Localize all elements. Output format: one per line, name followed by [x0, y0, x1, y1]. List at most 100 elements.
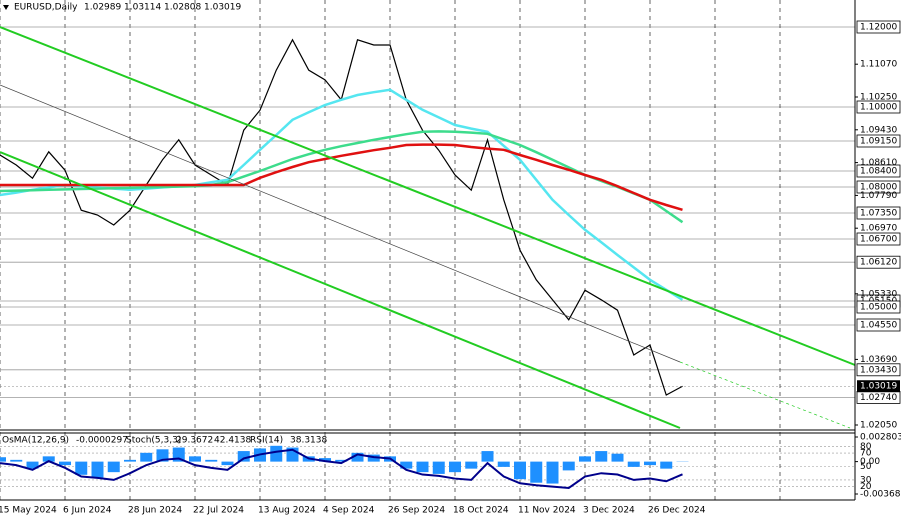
menu-arrow [3, 5, 9, 10]
chart-title: EURUSD,Daily [14, 3, 78, 13]
osma-bar [319, 458, 331, 462]
indicator-value: 29.3672 [176, 436, 213, 446]
x-tick-label: 28 Jun 2024 [128, 506, 182, 516]
level-label: 1.10000 [860, 103, 897, 113]
level-label-box [856, 20, 901, 34]
y-tick-label: 1.07790 [860, 191, 897, 201]
moving-average [0, 130, 684, 224]
level-label: 1.05000 [860, 303, 897, 313]
quote-close: 1.03019 [204, 3, 241, 13]
osma-bar [42, 456, 55, 462]
level-label-box [856, 134, 901, 148]
level-label-box [856, 300, 901, 314]
y-tick-label: 1.09430 [860, 125, 897, 135]
level-label: 1.03430 [860, 365, 897, 375]
osma-bar [562, 461, 575, 471]
osma-bar [75, 461, 88, 475]
osma-bar [400, 461, 413, 469]
level-label: 1.12000 [860, 23, 897, 33]
mid-line-projection [679, 361, 851, 429]
y2-tick-label: 0.00 [860, 457, 880, 467]
osma-bar [611, 453, 624, 462]
indicator-value: 42.4138 [214, 436, 251, 446]
y2-tick-label: -0.003688 [860, 490, 901, 500]
x-tick-label: 22 Jul 2024 [193, 506, 244, 516]
level-label: 1.04550 [860, 321, 897, 331]
osma-bar [449, 461, 461, 473]
osma-bar [627, 461, 640, 467]
series [0, 38, 855, 396]
y-tick-label: 1.02050 [860, 421, 897, 431]
y-tick-label: 1.06970 [860, 224, 897, 234]
osma-bar [26, 461, 39, 469]
grid [0, 0, 855, 500]
osma-bar [270, 445, 283, 462]
x-tick-label: 3 Dec 2024 [583, 506, 635, 516]
osma-bar [124, 459, 136, 462]
current-price-box [857, 380, 900, 393]
y-tick-label: 80 [860, 442, 872, 452]
osma-bar [644, 461, 656, 466]
osma-bar [0, 457, 6, 462]
osma-bar [660, 461, 673, 469]
y-tick-label: 1.03690 [860, 355, 897, 365]
indicator-value: 38.3138 [290, 436, 327, 446]
x-tick-label: 26 Dec 2024 [648, 506, 706, 516]
osma-bar [432, 461, 445, 474]
quote-low: 1.02808 [164, 3, 201, 13]
x-tick-label: 15 May 2024 [0, 506, 57, 516]
x-tick-label: 13 Aug 2024 [258, 506, 316, 516]
y2-tick-label: 0.0028034 [860, 433, 901, 443]
trend-lines [0, 0, 856, 500]
level-label: 1.08400 [860, 167, 897, 177]
y-tick-label: 50 [860, 462, 872, 472]
osma-bar [514, 461, 526, 480]
y-tick-label: 1.05330 [860, 289, 897, 299]
moving-average [0, 143, 683, 211]
y-tick-label: 1.08610 [860, 158, 897, 168]
osc-grid [0, 446, 855, 487]
x-tick-label: 26 Sep 2024 [388, 506, 445, 516]
osma-bar [205, 459, 218, 462]
osma-bar [189, 456, 201, 462]
osma-bar [237, 451, 250, 462]
osma-bar [140, 452, 153, 462]
y-tick-label: 20 [860, 482, 872, 492]
channel-line [0, 26, 856, 366]
osma-bar [416, 461, 429, 473]
level-label-box [856, 363, 901, 377]
indicator-name: Stoch(5,3,3) [126, 436, 181, 446]
y-tick-label: 30 [860, 475, 872, 485]
osma-bar [351, 452, 364, 462]
osma-bar [465, 461, 478, 469]
level-label-box [856, 180, 901, 194]
x-tick-label: 18 Oct 2024 [453, 506, 509, 516]
osma-bar [579, 456, 591, 462]
level-label: 1.07350 [860, 209, 897, 219]
indicator-value: -0.0000297 [76, 436, 128, 446]
osma-bar [530, 461, 543, 483]
osma-bar [156, 449, 169, 462]
x-tick-label: 4 Sep 2024 [323, 506, 375, 516]
osma-bar [10, 459, 23, 462]
level-label-box [856, 255, 901, 269]
osma-bar [59, 461, 71, 466]
quote-high: 1.03114 [124, 3, 161, 13]
osma-bar [481, 451, 494, 462]
level-label: 1.09150 [860, 137, 897, 147]
rsi-line [0, 448, 683, 489]
osma-bar [107, 461, 120, 473]
quote-open: 1.02989 [84, 3, 121, 13]
osma-bar [595, 451, 608, 462]
level-label-box [856, 232, 901, 246]
x-tick-label: 6 Jun 2024 [63, 506, 112, 516]
osma-bar [546, 461, 559, 484]
level-label-box [856, 318, 901, 332]
y-tick-label: 1.11070 [860, 60, 897, 70]
level-label: 1.02740 [860, 393, 897, 403]
y-tick-label: 70 [860, 449, 872, 459]
level-label: 1.08000 [860, 183, 897, 193]
indicator-name: OsMA(12,26,9) [2, 436, 69, 446]
level-label: 1.06700 [860, 235, 897, 245]
